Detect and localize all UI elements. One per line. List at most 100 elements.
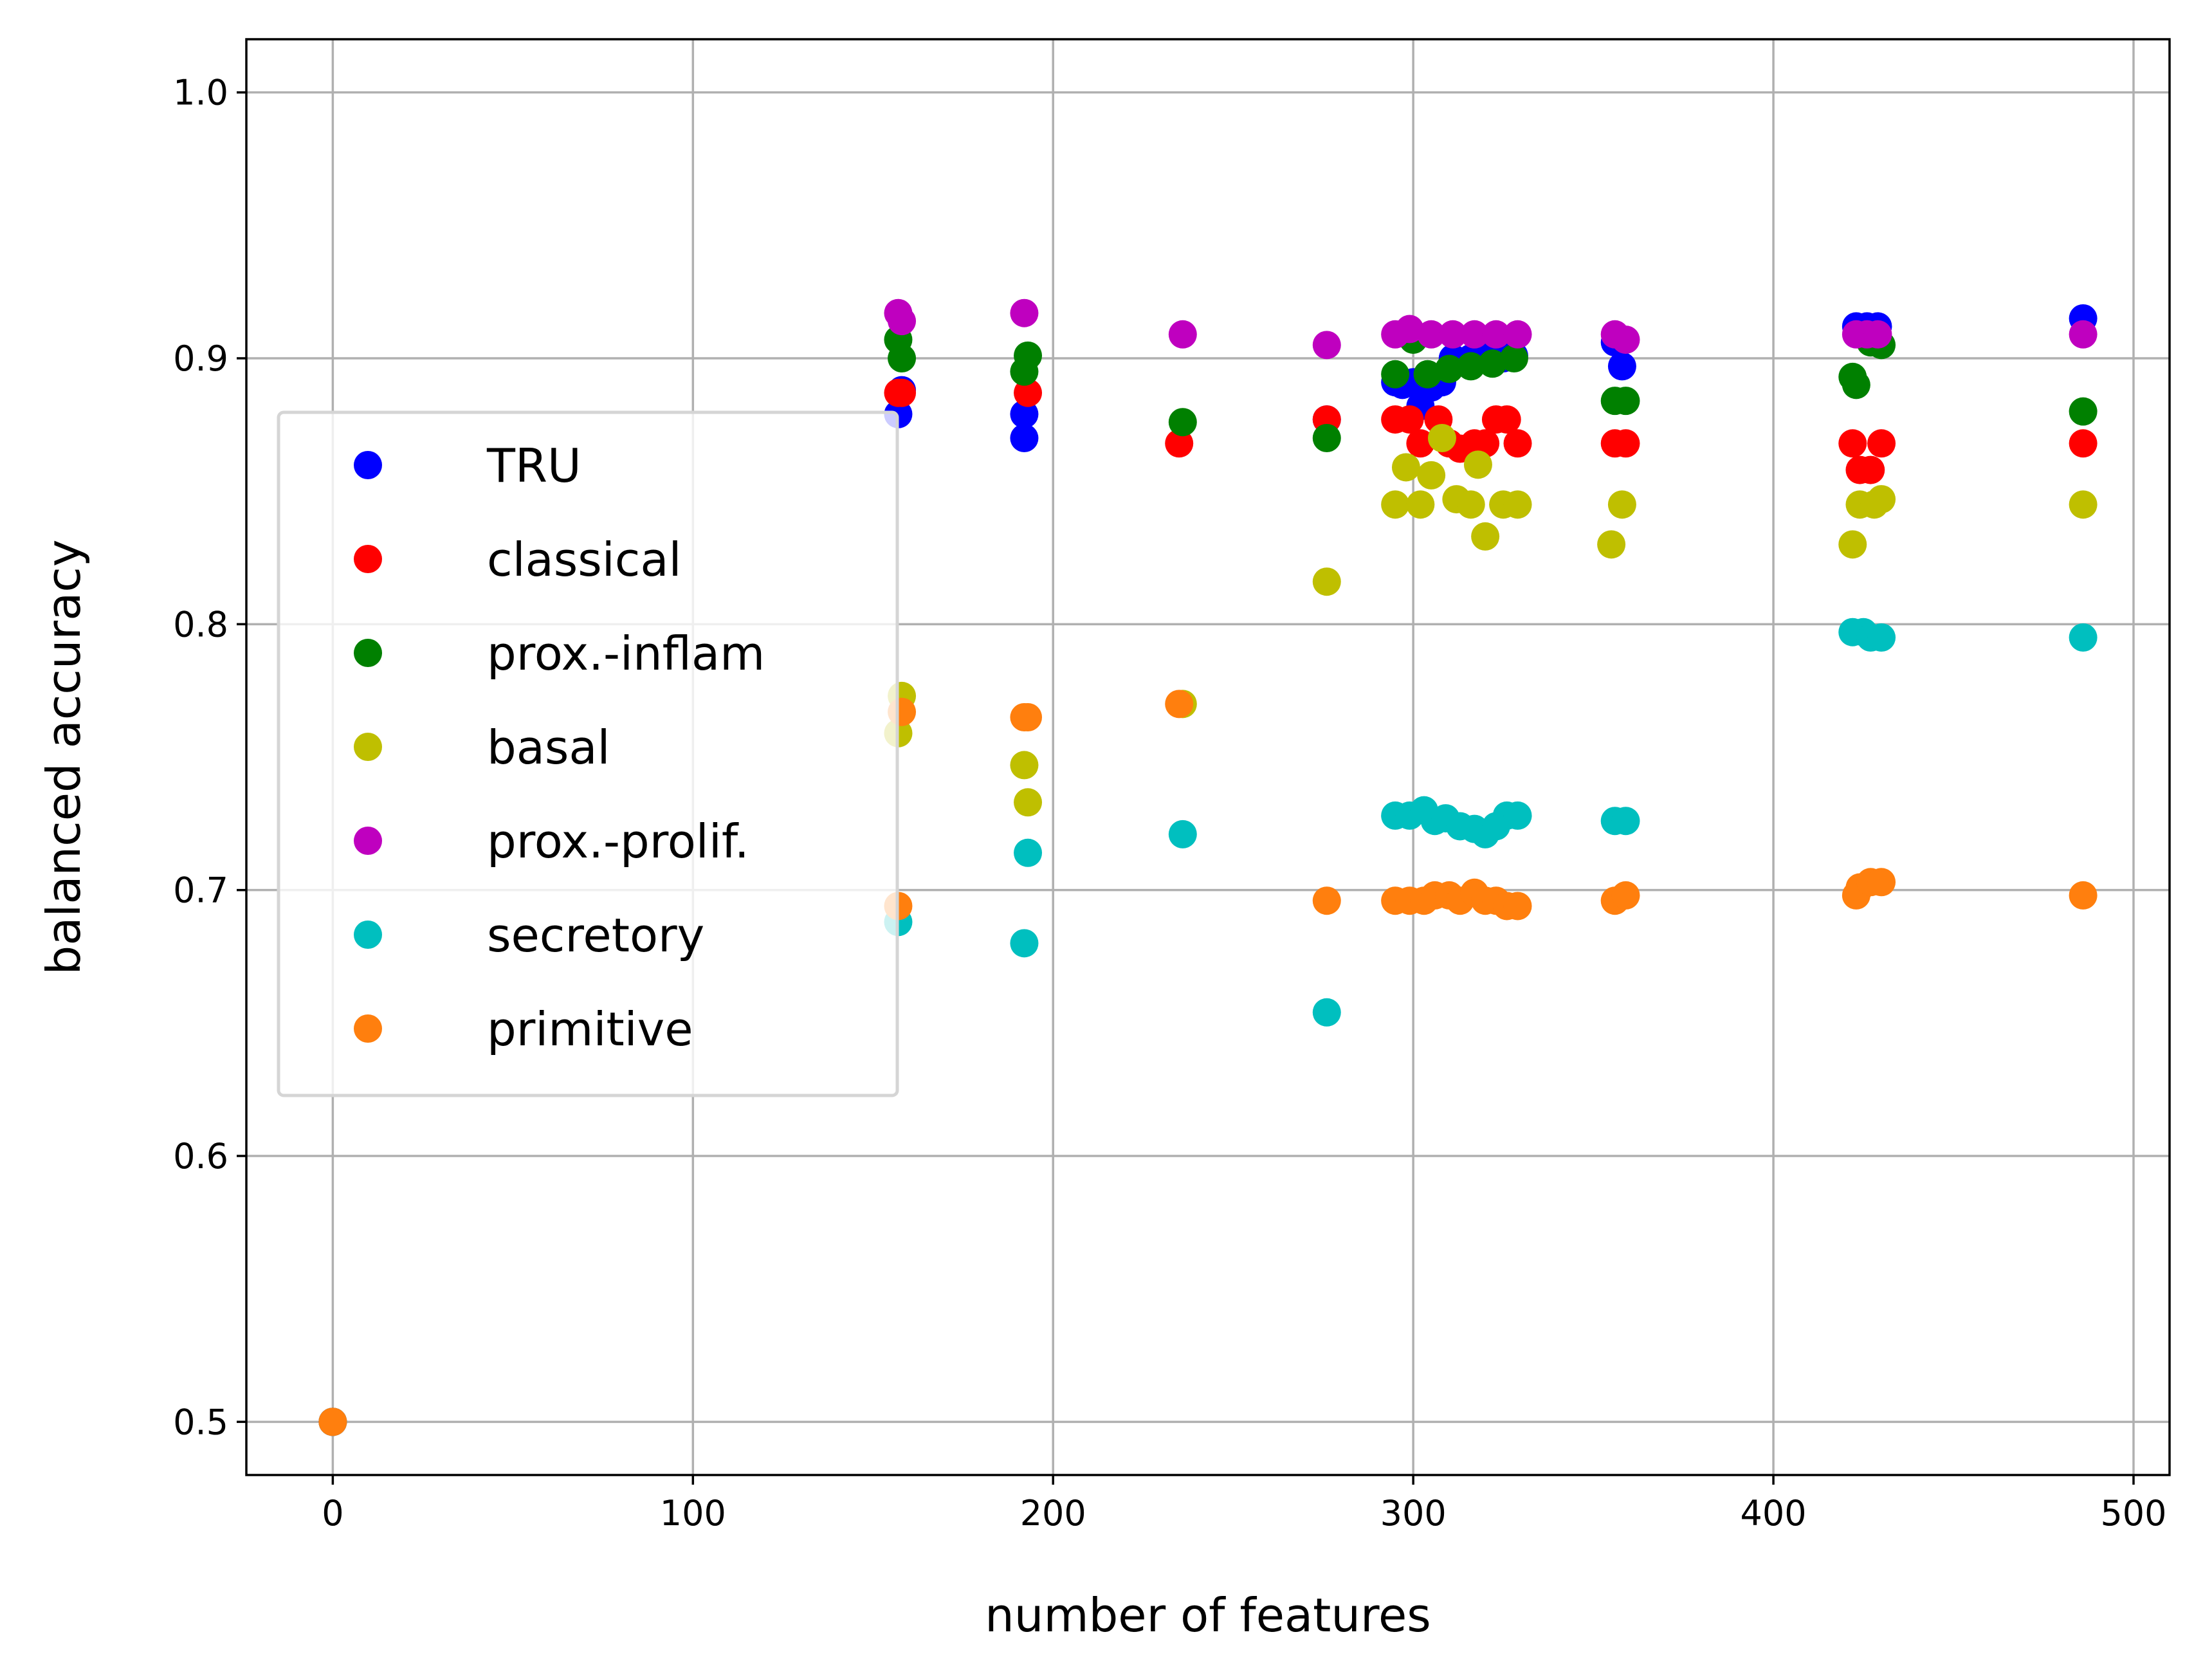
data-point <box>1503 490 1532 519</box>
data-points <box>318 298 2098 1436</box>
data-point <box>1503 892 1532 921</box>
data-point <box>1417 320 1446 349</box>
x-tick-label: 300 <box>1380 1493 1447 1534</box>
data-point <box>1597 530 1626 559</box>
data-point <box>1406 429 1435 458</box>
data-point <box>1456 352 1485 381</box>
data-point <box>1503 320 1532 349</box>
y-tick-label: 0.6 <box>173 1136 228 1177</box>
data-point <box>2069 881 2098 910</box>
plot-area: 0 100 200 300 400 500 0.5 0.6 0.7 0.8 0.9 1.0 <box>173 38 2171 1534</box>
data-point <box>2069 623 2098 652</box>
legend-marker <box>354 1014 382 1043</box>
legend-label: prox.-prolif. <box>487 814 749 868</box>
data-point <box>1010 751 1039 780</box>
data-point <box>1607 352 1636 381</box>
data-point <box>1014 788 1043 817</box>
data-point <box>1867 429 1896 458</box>
legend-marker <box>354 639 382 667</box>
data-point <box>1867 868 1896 897</box>
y-tick-label: 1.0 <box>173 73 228 113</box>
series-prox-inflam <box>318 325 2098 1436</box>
data-point <box>888 307 917 336</box>
y-tick-label: 0.7 <box>173 870 228 911</box>
data-point <box>1168 408 1197 437</box>
data-point <box>1867 623 1896 652</box>
data-point <box>1312 567 1341 596</box>
data-point <box>1381 360 1410 389</box>
legend: TRU classical prox.-inflam basal prox.-proli… <box>277 410 899 1097</box>
data-point <box>2069 490 2098 519</box>
data-point <box>1168 320 1197 349</box>
plot-frame <box>245 38 2171 1476</box>
legend-box <box>277 410 899 1097</box>
legend-label: secretory <box>487 908 704 962</box>
legend-label: prox.-inflam <box>487 627 765 681</box>
data-point <box>1463 450 1492 479</box>
y-tick-label: 0.9 <box>173 338 228 379</box>
data-point <box>1010 929 1039 958</box>
data-point <box>1838 530 1867 559</box>
data-point <box>1481 320 1510 349</box>
data-point <box>1014 378 1043 407</box>
data-point <box>1014 838 1043 867</box>
x-tick-label: 200 <box>1020 1493 1086 1534</box>
grid-lines <box>246 39 2170 1475</box>
data-point <box>318 1407 347 1436</box>
data-point <box>1406 490 1435 519</box>
data-point <box>1478 349 1507 378</box>
data-point <box>1438 320 1467 349</box>
data-point <box>1607 490 1636 519</box>
data-point <box>1867 485 1896 514</box>
data-point <box>2069 429 2098 458</box>
data-point <box>1611 325 1640 354</box>
data-point <box>1312 424 1341 452</box>
data-point <box>1471 522 1500 551</box>
legend-label: basal <box>487 720 610 774</box>
data-point <box>1611 429 1640 458</box>
data-point <box>2069 320 2098 349</box>
data-point <box>1856 455 1885 484</box>
data-point <box>1471 429 1500 458</box>
data-point <box>1460 320 1489 349</box>
data-point <box>1165 690 1194 719</box>
data-point <box>1427 424 1456 452</box>
series-primitive <box>318 690 2098 1436</box>
data-point <box>1838 429 1867 458</box>
legend-marker <box>354 827 382 855</box>
legend-label: primitive <box>487 1002 693 1056</box>
data-point <box>1863 320 1892 349</box>
data-point <box>1611 387 1640 416</box>
y-axis-label: balanced accuracy <box>37 540 91 975</box>
x-tick-label: 400 <box>1741 1493 1807 1534</box>
y-tick-label: 0.8 <box>173 604 228 645</box>
data-point <box>1312 998 1341 1027</box>
data-point <box>1842 371 1870 399</box>
data-point <box>1492 405 1521 434</box>
legend-marker <box>354 545 382 573</box>
data-point <box>1391 453 1420 482</box>
data-point <box>1312 331 1341 360</box>
data-point <box>1010 298 1039 327</box>
data-point <box>1611 807 1640 836</box>
data-point <box>2069 397 2098 426</box>
data-point <box>1611 881 1640 910</box>
legend-label: TRU <box>486 439 581 493</box>
data-point <box>1435 354 1464 383</box>
axis-ticks: 0 100 200 300 400 500 0.5 0.6 0.7 0.8 0.9 1.0 <box>173 73 2166 1534</box>
data-point <box>1413 360 1442 389</box>
data-point <box>1456 490 1485 519</box>
data-point <box>1014 703 1043 731</box>
data-point <box>1395 315 1424 344</box>
data-point <box>1417 461 1446 490</box>
legend-entries: TRU classical prox.-inflam basal prox.-proli… <box>354 439 765 1056</box>
data-point <box>1014 341 1043 370</box>
data-point <box>1312 886 1341 915</box>
series-classical <box>318 378 2098 1436</box>
data-point <box>1395 405 1424 434</box>
x-tick-label: 500 <box>2100 1493 2166 1534</box>
data-point <box>1165 429 1194 458</box>
data-point <box>1168 820 1197 848</box>
data-point <box>1381 490 1410 519</box>
